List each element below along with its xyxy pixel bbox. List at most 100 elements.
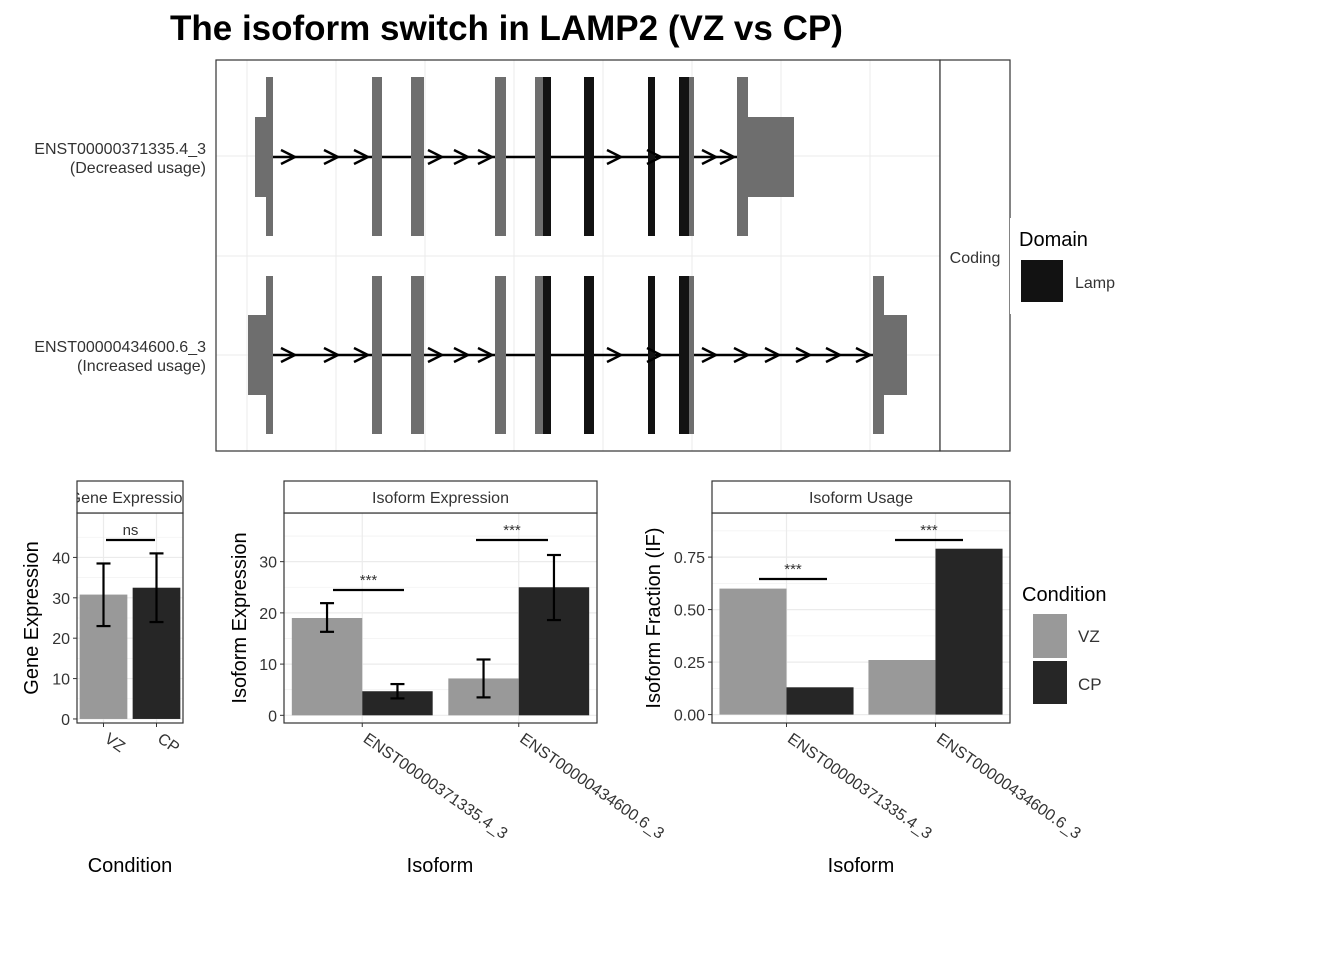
isoform-2-exon-last <box>873 276 884 434</box>
isoform-2-exon-4 <box>495 276 506 434</box>
isoform-2-direction-arrow-4 <box>453 346 471 364</box>
isoform-2-lamp-domain-2 <box>584 276 594 434</box>
isoform-2-direction-arrow-13 <box>855 346 873 364</box>
domain-legend-label-lamp: Lamp <box>1075 275 1115 292</box>
isoform-1-direction-arrow-0 <box>280 148 298 166</box>
gene-expression-ytick-label-0: 0 <box>61 712 70 729</box>
coding-strip-label: Coding <box>950 250 1001 267</box>
gene-expression-strip-title: Gene Expression <box>69 490 192 507</box>
isoform-2-exon-7 <box>689 276 694 434</box>
isoform-2-direction-arrow-10 <box>764 346 782 364</box>
transcript-structure-panel: Coding ENST00000371335.4_3 (Decreased us… <box>34 59 1130 452</box>
isoform-2-usage-label: (Increased usage) <box>77 358 206 375</box>
condition-legend-swatch-cp <box>1033 661 1067 704</box>
condition-legend-swatch-vz <box>1033 614 1067 658</box>
isoform-1-lamp-domain-1 <box>543 77 551 236</box>
isoform-1-exon-2 <box>372 77 382 236</box>
gene-expression-errorbar-vz <box>96 562 111 628</box>
isoform-2-direction-arrow-12 <box>825 346 843 364</box>
isoform-usage-significance-label-2: *** <box>920 522 938 539</box>
isoform-2-direction-arrow-0 <box>280 346 298 364</box>
isoform-expression-strip-title: Isoform Expression <box>372 490 509 507</box>
isoform-expression-y-axis-title: Isoform Expression <box>229 532 251 703</box>
isoform-expression-ytick-label-0: 0 <box>268 708 277 725</box>
gene-expression-x-axis-title: Condition <box>88 855 173 877</box>
isoform-2-direction-arrow-1 <box>323 346 341 364</box>
condition-legend-label-vz: VZ <box>1078 627 1100 646</box>
isoform-1-exon-7 <box>689 77 694 236</box>
isoform-usage-ytick-label-3: 0.75 <box>674 550 705 567</box>
domain-legend-swatch-lamp <box>1021 260 1063 302</box>
isoform-2-exon-2 <box>372 276 382 434</box>
gene-expression-strip-box <box>76 480 184 514</box>
isoform-usage-bar-vz-1 <box>719 588 787 715</box>
isoform-expression-errorbar-vz-1 <box>320 602 335 633</box>
isoform-2-lamp-domain-3 <box>648 276 655 434</box>
isoform-1-lamp-domain-3 <box>648 77 655 236</box>
isoform-2-lamp-domain-4 <box>679 276 689 434</box>
isoform-usage-bar-vz-2 <box>868 660 936 715</box>
isoform-usage-bar-cp-2 <box>935 548 1003 715</box>
isoform-1-direction-arrow-7 <box>646 148 664 166</box>
isoform-2-id-label: ENST00000434600.6_3 <box>34 339 206 356</box>
isoform-1-id-label: ENST00000371335.4_3 <box>34 141 206 158</box>
isoform-usage-strip-box <box>711 480 1011 514</box>
isoform-expression-ytick-label-1: 10 <box>259 657 277 674</box>
isoform-1-lamp-domain-4 <box>679 77 689 236</box>
isoform-2-direction-arrow-5 <box>477 346 495 364</box>
isoform-1-direction-arrow-4 <box>453 148 471 166</box>
gene-expression-ytick-label-2: 20 <box>52 631 70 648</box>
isoform-1-exon-1 <box>266 77 273 236</box>
isoform-2-exon-1 <box>266 276 273 434</box>
isoform-1-direction-arrow-8 <box>701 148 719 166</box>
isoform-expression-ytick-label-2: 20 <box>259 606 277 623</box>
isoform-1-direction-arrow-3 <box>427 148 445 166</box>
isoform-2-direction-arrow-9 <box>733 346 751 364</box>
isoform-1-exon-5 <box>535 77 543 236</box>
isoform-2-direction-arrow-11 <box>795 346 813 364</box>
isoform-usage-x-axis-title: Isoform <box>828 855 895 877</box>
domain-legend-title: Domain <box>1019 229 1088 251</box>
isoform-expression-significance-label-2: *** <box>503 522 521 539</box>
isoform-2-direction-arrow-7 <box>646 346 664 364</box>
isoform-usage-significance-label-1: *** <box>784 561 802 578</box>
isoform-2-direction-arrow-3 <box>427 346 445 364</box>
isoform-usage-y-axis-title: Isoform Fraction (IF) <box>643 527 665 708</box>
gene-expression-errorbar-cp <box>149 552 164 624</box>
isoform-expression-errorbar-vz-2 <box>476 658 491 699</box>
isoform-2-exon-5 <box>535 276 543 434</box>
isoform-1-direction-arrow-6 <box>606 148 624 166</box>
transcript-grid <box>216 60 940 451</box>
isoform-2-utr-3prime <box>884 315 907 395</box>
coding-strip-box <box>939 59 1011 452</box>
gene-expression-ytick-label-3: 30 <box>52 591 70 608</box>
isoform-1-exon-3 <box>411 77 424 236</box>
isoform-1-usage-label: (Decreased usage) <box>70 160 206 177</box>
condition-legend-label-cp: CP <box>1078 675 1102 694</box>
isoform-1-exon-last <box>737 77 748 236</box>
isoform-1-utr-5prime <box>255 117 266 197</box>
isoform-2-direction-arrow-2 <box>353 346 371 364</box>
isoform-usage-strip-title: Isoform Usage <box>809 490 913 507</box>
isoform-1-exon-4 <box>495 77 506 236</box>
isoform-2-lamp-domain-1 <box>543 276 551 434</box>
domain-legend: Domain Lamp <box>1010 218 1130 314</box>
gene-expression-significance-label-1: ns <box>123 522 139 539</box>
isoform-1-direction-arrow-2 <box>353 148 371 166</box>
condition-legend: Condition VZ CP <box>1020 575 1140 715</box>
isoform-expression-errorbar-cp-1 <box>390 682 405 700</box>
isoform-expression-significance-label-1: *** <box>360 572 378 589</box>
isoform-expression-errorbar-cp-2 <box>546 553 561 622</box>
isoform-2-exon-3 <box>411 276 424 434</box>
isoform-expression-strip-box <box>283 480 598 514</box>
isoform-expression-bar-vz-1 <box>291 618 363 716</box>
isoform-1-direction-arrow-5 <box>477 148 495 166</box>
isoform-2-utr-5prime <box>248 315 266 395</box>
isoform-usage-bar-cp-1 <box>786 687 854 715</box>
figure-title: The isoform switch in LAMP2 (VZ vs CP) <box>170 9 843 48</box>
transcript-shapes <box>248 77 907 434</box>
isoform-2-direction-arrow-8 <box>701 346 719 364</box>
gene-expression-ytick-label-4: 40 <box>52 550 70 567</box>
isoform-expression-ytick-label-3: 30 <box>259 555 277 572</box>
